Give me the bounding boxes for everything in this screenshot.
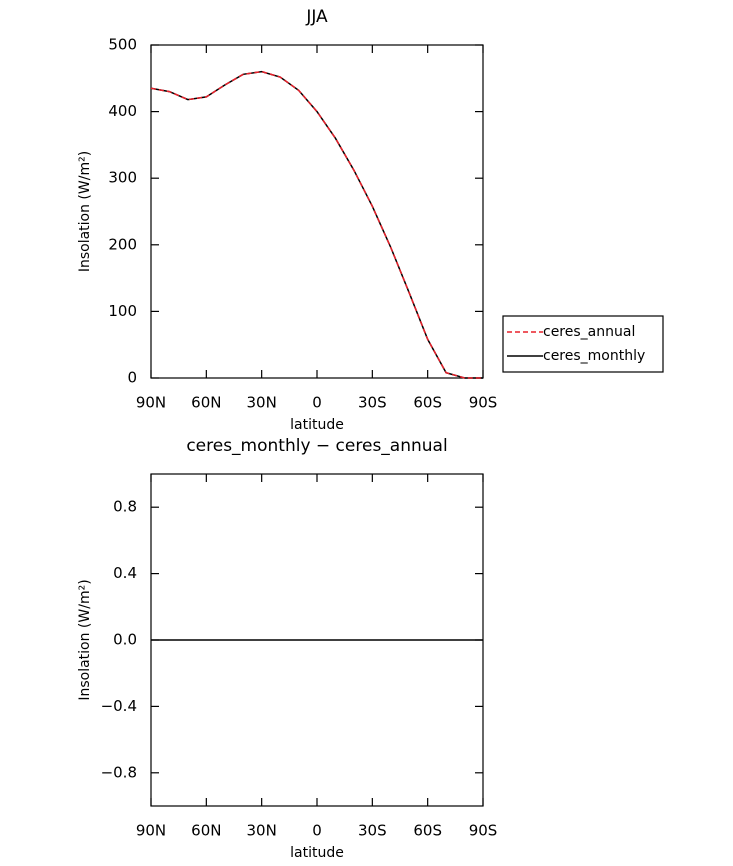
y-tick-label: 0.4 (113, 564, 137, 582)
legend-box (502, 315, 664, 373)
x-tick-label: 90S (469, 394, 498, 412)
x-axis-label: latitude (290, 417, 344, 433)
y-axis-label: Insolation (W/m²) (77, 579, 93, 700)
legend-label: ceres_annual (543, 324, 635, 340)
x-tick-label: 30S (358, 822, 387, 840)
x-axis-label: latitude (290, 845, 344, 861)
line-series (150, 70, 483, 379)
chart-title: ceres_monthly − ceres_annual (186, 436, 447, 456)
y-tick-label: −0.8 (101, 763, 137, 781)
x-tick-label: 60N (191, 822, 221, 840)
x-tick-label: 90S (469, 822, 498, 840)
y-tick-label: 400 (108, 102, 137, 120)
y-tick-label: 200 (108, 235, 137, 253)
x-tick-label: 0 (312, 822, 322, 840)
legend-label: ceres_monthly (543, 348, 645, 364)
x-tick-label: 60S (413, 822, 442, 840)
chart-title: JJA (305, 7, 328, 27)
x-tick-label: 30N (247, 394, 277, 412)
y-axis-label: Insolation (W/m²) (77, 151, 93, 272)
x-tick-label: 90N (136, 394, 166, 412)
line-series (150, 70, 483, 379)
x-tick-label: 30S (358, 394, 387, 412)
x-tick-label: 30N (247, 822, 277, 840)
plot-frame (150, 44, 484, 379)
y-tick-label: 100 (108, 302, 137, 320)
y-tick-label: −0.4 (101, 697, 137, 715)
y-tick-label: 300 (108, 169, 137, 187)
x-tick-label: 60N (191, 394, 221, 412)
x-tick-label: 0 (312, 394, 322, 412)
x-tick-label: 90N (136, 822, 166, 840)
y-tick-label: 0 (127, 369, 137, 387)
x-tick-label: 60S (413, 394, 442, 412)
y-tick-label: 0.8 (113, 498, 137, 516)
y-tick-label: 0.0 (113, 631, 137, 649)
y-tick-label: 500 (108, 36, 137, 54)
